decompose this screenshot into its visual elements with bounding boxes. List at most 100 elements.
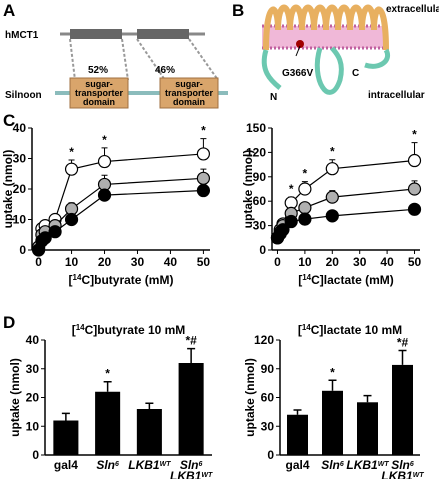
region-label: intracellular	[368, 90, 425, 101]
y-tick-label: 30	[261, 419, 275, 433]
data-point	[298, 182, 312, 196]
x-tick-label: 0	[274, 255, 281, 269]
x-tick-label: 40	[164, 255, 178, 269]
data-point	[325, 190, 339, 204]
data-point	[196, 171, 211, 185]
identity-label: 52%	[88, 65, 108, 76]
label-sup: 6	[115, 461, 119, 468]
label-part: LKB1	[381, 469, 413, 479]
bar	[136, 409, 162, 455]
data-point	[196, 183, 211, 198]
data-point	[196, 147, 211, 161]
significance-label: *	[303, 167, 308, 181]
data-point	[64, 162, 79, 176]
label-part: gal4	[285, 458, 309, 472]
bar	[178, 363, 204, 455]
label-part: LKB1	[128, 458, 160, 472]
x-tick-label: 30	[131, 255, 145, 269]
panel-label: D	[3, 313, 15, 332]
chart-title: [14C]lactate 10 mM	[298, 323, 402, 338]
y-tick-label: 30	[26, 362, 40, 376]
label-sup: WT	[378, 461, 390, 468]
label-part: gal4	[54, 458, 78, 472]
domain-label: transporter	[165, 88, 214, 98]
significance-label: *	[412, 128, 417, 142]
y-tick-label: 30	[253, 219, 267, 233]
y-axis-label: uptake (nmol)	[1, 150, 15, 229]
data-point	[48, 225, 62, 239]
bar	[95, 391, 121, 455]
y-axis-label: uptake (nmol)	[241, 150, 255, 229]
data-point	[407, 202, 422, 216]
series-line	[276, 159, 415, 238]
data-point	[64, 212, 79, 227]
domain-label: transporter	[75, 88, 124, 98]
bar	[322, 390, 343, 455]
x-tick-label: 30	[353, 255, 367, 269]
x-tick-label: LKB1WT	[128, 458, 171, 472]
data-point	[97, 154, 112, 169]
x-axis-label-part: C]butyrate (mM)	[81, 273, 173, 287]
chart-title-part: C]lactate 10 mM	[311, 323, 402, 337]
x-tick-label: Sln6	[180, 458, 203, 472]
label-part: LKB1	[346, 458, 378, 472]
chart-title-part: [	[72, 323, 76, 337]
y-tick-label: 120	[254, 333, 274, 347]
bar	[357, 402, 378, 455]
chart-title-part: C]butyrate 10 mM	[85, 323, 186, 337]
y-tick-label: 0	[19, 243, 26, 257]
label-sup: 6	[199, 461, 203, 468]
series-line	[38, 189, 204, 251]
x-axis-label-part: C]lactate (mM)	[311, 273, 394, 287]
y-tick-label: 40	[13, 121, 27, 135]
data-point	[38, 231, 52, 245]
significance-label: *	[102, 133, 107, 147]
y-tick-label: 60	[261, 391, 275, 405]
x-tick-label: 10	[298, 255, 312, 269]
x-tick-label: gal4	[54, 458, 78, 472]
series-line	[38, 177, 204, 248]
data-point	[407, 182, 422, 196]
x-tick-label: 40	[380, 255, 394, 269]
x-tick-label: Sln6	[321, 458, 344, 472]
x-tick-label: Sln6	[96, 458, 119, 472]
label-sup: 6	[340, 461, 344, 468]
error-bar	[363, 394, 372, 403]
significance-label: *#	[397, 336, 409, 350]
domain-label: sugar-	[175, 79, 203, 89]
terminus-label: C	[352, 68, 359, 79]
significance-label: *	[69, 145, 74, 159]
significance-label: *	[330, 145, 335, 159]
x-tick-label: 50	[197, 255, 211, 269]
label-part: Sln	[391, 458, 410, 472]
series-line	[38, 153, 204, 249]
terminus-label: N	[270, 92, 277, 103]
diagram-b: extracellular intracellular N C G366V	[261, 4, 439, 103]
data-point	[298, 212, 312, 226]
identity-label: 46%	[155, 65, 175, 76]
data-point	[407, 153, 422, 168]
y-tick-label: 0	[259, 243, 266, 257]
label-sup: WT	[160, 461, 172, 468]
significance-label: *	[330, 365, 335, 379]
error-bar	[328, 379, 337, 391]
series-line	[276, 208, 415, 239]
x-axis-label-part: 14	[73, 273, 82, 282]
x-axis-label-part: [	[298, 273, 302, 287]
significance-label: *	[201, 124, 206, 138]
x-tick-label: LKB1WT	[346, 458, 389, 472]
y-tick-label: 120	[246, 145, 266, 159]
x-axis-label-part: [	[69, 273, 73, 287]
y-tick-label: 10	[26, 419, 40, 433]
x-axis-label: [14C]butyrate (mM)	[69, 273, 174, 288]
x-tick-label: LKB1WT	[170, 469, 213, 479]
y-tick-label: 0	[32, 448, 39, 462]
data-point	[284, 214, 298, 229]
label-part: Sln	[96, 458, 115, 472]
x-tick-label: 20	[98, 255, 112, 269]
error-bar	[293, 409, 302, 415]
domain-label: domain	[83, 97, 115, 107]
label-part: Sln	[180, 458, 199, 472]
x-tick-label: 20	[326, 255, 340, 269]
